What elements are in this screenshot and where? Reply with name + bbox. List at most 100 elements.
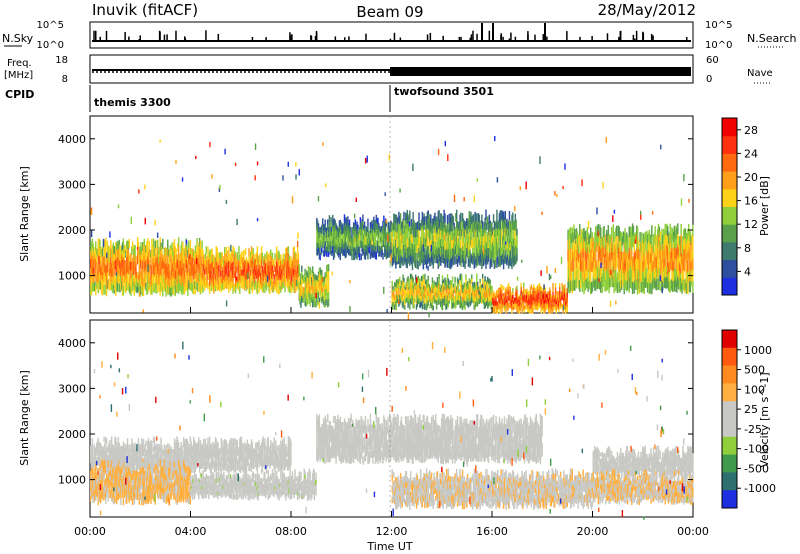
data-cell: [150, 287, 152, 296]
data-cell: [426, 228, 429, 239]
data-cell: [441, 248, 444, 256]
data-cell: [450, 240, 452, 251]
data-cell: [421, 292, 424, 299]
data-cell: [324, 219, 326, 226]
data-cell: [378, 225, 381, 232]
data-cell: [207, 260, 209, 269]
data-cell: [478, 214, 481, 224]
data-cell: [231, 256, 233, 264]
data-cell: [342, 227, 345, 234]
data-cell: [300, 290, 302, 297]
data-cell: [428, 237, 430, 247]
data-cell: [156, 257, 158, 267]
data-cell: [225, 267, 228, 276]
data-cell: [507, 244, 510, 253]
data-cell: [267, 276, 269, 283]
data-cell: [290, 284, 292, 292]
data-cell: [92, 259, 94, 268]
data-cell: [165, 247, 167, 257]
data-cell: [558, 308, 560, 312]
data-cell: [327, 291, 330, 300]
data-cell: [419, 250, 422, 259]
data-cell: [390, 254, 392, 263]
data-cell: [366, 245, 368, 252]
data-cell: [388, 234, 390, 241]
data-cell: [165, 271, 167, 281]
data-cell: [136, 246, 139, 256]
data-cell: [391, 280, 393, 288]
data-cell: [432, 288, 434, 294]
data-cell: [409, 237, 411, 248]
data-cell: [137, 241, 140, 251]
data-cell: [433, 224, 435, 234]
data-cell: [410, 234, 413, 243]
data-cell: [495, 220, 497, 229]
data-cell: [512, 254, 514, 264]
data-cell: [409, 227, 412, 235]
data-cell: [473, 252, 476, 261]
data-cell: [492, 234, 494, 243]
data-cell: [301, 293, 304, 299]
data-cell: [431, 304, 434, 310]
data-cell: [430, 289, 433, 295]
data-cell: [447, 254, 450, 262]
data-cell: [130, 270, 132, 280]
data-cell: [449, 280, 451, 286]
data-cell: [244, 280, 247, 288]
data-cell: [153, 269, 156, 277]
data-cell: [184, 275, 187, 284]
data-cell: [166, 263, 168, 272]
data-cell: [167, 239, 169, 250]
data-cell: [138, 264, 141, 273]
data-cell: [504, 245, 506, 255]
data-cell: [441, 286, 444, 293]
data-cell: [404, 305, 406, 310]
data-cell: [271, 265, 274, 273]
data-cell: [396, 232, 398, 241]
data-cell: [294, 278, 296, 287]
data-cell: [508, 210, 511, 221]
data-cell: [327, 246, 329, 253]
data-cell: [419, 251, 421, 260]
data-cell: [220, 278, 223, 286]
data-cell: [357, 248, 359, 255]
data-cell: [221, 252, 223, 259]
data-cell: [244, 261, 247, 269]
data-cell: [430, 248, 432, 258]
data-cell: [402, 226, 404, 235]
data-cell: [443, 218, 445, 229]
data-cell: [220, 285, 223, 293]
data-cell: [494, 237, 496, 246]
data-cell: [322, 234, 325, 241]
data-cell: [168, 264, 171, 273]
data-cell: [449, 217, 451, 227]
data-cell: [174, 287, 177, 297]
data-cell: [434, 296, 436, 301]
data-cell: [404, 228, 407, 238]
data-cell: [471, 239, 473, 248]
data-cell: [425, 242, 428, 252]
data-cell: [503, 255, 506, 264]
data-cell: [327, 241, 330, 248]
data-cell: [430, 244, 433, 252]
data-cell: [472, 214, 475, 223]
data-cell: [234, 284, 236, 292]
data-cell: [426, 255, 429, 265]
data-cell: [317, 237, 320, 244]
data-cell: [447, 287, 450, 294]
data-cell: [458, 249, 460, 257]
data-cell: [306, 272, 309, 278]
data-cell: [227, 282, 229, 290]
data-cell: [409, 293, 411, 300]
data-cell: [182, 250, 184, 259]
data-cell: [491, 222, 493, 231]
data-cell: [146, 259, 148, 269]
data-cell: [499, 247, 501, 258]
data-cell: [461, 255, 463, 263]
data-cell: [168, 287, 171, 296]
data-cell: [452, 240, 455, 250]
data-cell: [361, 219, 363, 226]
data-cell: [436, 248, 439, 257]
data-cell: [152, 256, 155, 266]
data-cell: [399, 281, 401, 287]
